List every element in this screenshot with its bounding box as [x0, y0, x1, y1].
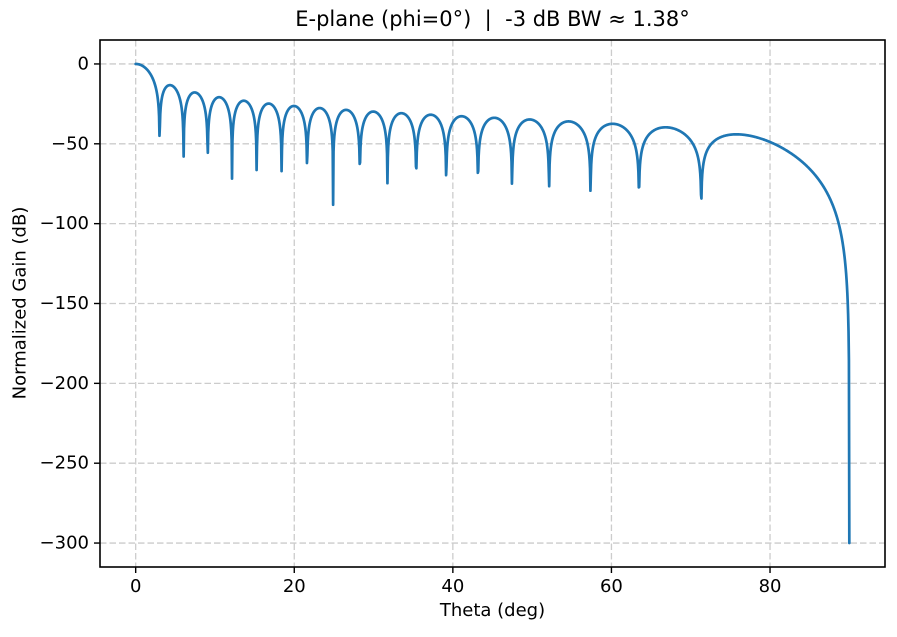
x-tick-label: 40	[441, 576, 464, 597]
y-tick-label: −150	[40, 293, 89, 314]
x-tick-label: 20	[283, 576, 306, 597]
x-tick-label: 80	[759, 576, 782, 597]
gain-curve	[134, 62, 851, 545]
chart-title: E-plane (phi=0°) | -3 dB BW ≈ 1.38°	[295, 7, 690, 31]
y-tick-label: −200	[40, 373, 89, 394]
axes-spines	[99, 39, 886, 568]
y-tick-label: −100	[40, 213, 89, 234]
x-tick-label: 0	[130, 576, 141, 597]
x-tick-label: 60	[600, 576, 623, 597]
y-tick-label: −250	[40, 453, 89, 474]
y-tick-label: −50	[51, 133, 89, 154]
y-tick-label: −300	[40, 533, 89, 554]
y-tick-label: 0	[78, 53, 89, 74]
x-axis-label: Theta (deg)	[439, 600, 546, 621]
